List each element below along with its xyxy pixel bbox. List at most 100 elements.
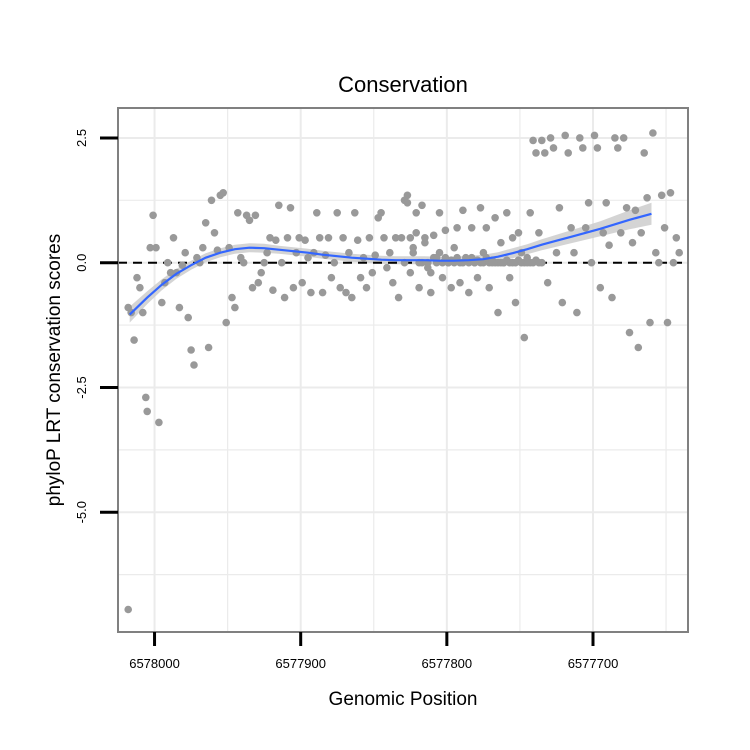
data-point: [652, 248, 660, 257]
data-point: [142, 393, 150, 402]
data-point: [546, 134, 555, 142]
data-point: [254, 278, 263, 287]
data-points: [124, 129, 683, 614]
data-point: [666, 189, 675, 197]
data-point: [304, 253, 312, 262]
data-point: [263, 248, 271, 257]
data-point: [552, 248, 561, 257]
data-point: [523, 258, 531, 267]
data-point: [362, 283, 371, 292]
data-point: [275, 201, 283, 210]
data-point: [421, 238, 429, 247]
data-point: [199, 243, 207, 252]
data-point: [438, 273, 447, 282]
y-tick-label: 2.5: [74, 129, 89, 147]
data-point: [158, 298, 166, 307]
data-point: [505, 273, 514, 282]
data-point: [139, 308, 147, 317]
data-point: [210, 229, 219, 237]
data-point: [538, 136, 546, 145]
x-tick-label: 6578000: [129, 656, 180, 671]
data-point: [133, 273, 141, 282]
data-point: [222, 318, 230, 327]
data-point: [590, 131, 599, 140]
data-point: [617, 229, 625, 237]
data-point: [356, 273, 365, 282]
data-point: [637, 229, 645, 237]
x-tick-label: 6577800: [422, 656, 473, 671]
data-point: [418, 201, 426, 210]
data-point: [476, 204, 485, 212]
data-point: [391, 234, 400, 242]
data-point: [514, 229, 523, 237]
data-point: [655, 258, 663, 267]
data-point: [549, 144, 558, 152]
data-point: [295, 234, 304, 242]
data-point: [345, 248, 353, 257]
data-point: [394, 293, 403, 302]
data-point: [625, 328, 634, 337]
loess-smooth-line: [128, 212, 652, 316]
data-point: [473, 273, 482, 282]
data-point: [166, 268, 175, 277]
data-point: [315, 234, 324, 242]
data-point: [333, 209, 342, 217]
data-point: [456, 278, 464, 287]
data-point: [283, 234, 292, 242]
data-point: [348, 293, 356, 302]
panel-border: [117, 107, 689, 633]
data-point: [152, 243, 160, 252]
data-point: [634, 343, 643, 352]
data-point: [301, 236, 309, 244]
data-point: [465, 288, 473, 297]
data-point: [280, 293, 289, 302]
data-point: [558, 298, 567, 307]
data-point: [272, 236, 280, 244]
data-point: [324, 234, 333, 242]
data-point: [640, 149, 648, 157]
data-point: [660, 224, 669, 232]
data-point: [485, 283, 494, 292]
data-point: [365, 234, 374, 242]
data-point: [339, 234, 347, 242]
data-point: [169, 234, 178, 242]
data-point: [643, 194, 651, 202]
data-point: [459, 206, 467, 215]
data-point: [567, 224, 575, 232]
data-point: [596, 283, 605, 292]
grid: [118, 108, 688, 632]
data-point: [178, 261, 187, 270]
data-point: [266, 234, 274, 242]
data-point: [248, 283, 257, 292]
data-point: [584, 199, 593, 207]
data-point: [669, 258, 678, 267]
data-point: [245, 216, 254, 225]
data-point: [403, 199, 412, 207]
data-point: [497, 238, 505, 247]
data-point: [412, 209, 421, 217]
data-point: [503, 209, 511, 217]
data-point: [538, 258, 546, 267]
y-tick-label: 0.0: [74, 254, 89, 272]
data-point: [330, 258, 339, 267]
y-tick-label: -2.5: [74, 376, 89, 398]
data-point: [520, 333, 529, 342]
data-point: [482, 224, 491, 232]
data-point: [555, 204, 564, 212]
data-point: [234, 209, 242, 217]
x-tick-label: 6577900: [275, 656, 326, 671]
data-point: [564, 149, 572, 157]
data-point: [622, 204, 631, 212]
data-point: [579, 144, 587, 152]
data-point: [380, 234, 388, 242]
data-point: [228, 293, 236, 302]
axes: 6578000 6577900 6577800 6577700 2.5 0.0 -2.5 -5…: [74, 129, 618, 671]
data-point: [251, 211, 260, 220]
data-point: [219, 189, 227, 197]
data-point: [427, 288, 435, 297]
data-point: [479, 248, 488, 257]
data-point: [511, 298, 520, 307]
data-point: [260, 258, 269, 267]
data-point: [488, 258, 497, 267]
